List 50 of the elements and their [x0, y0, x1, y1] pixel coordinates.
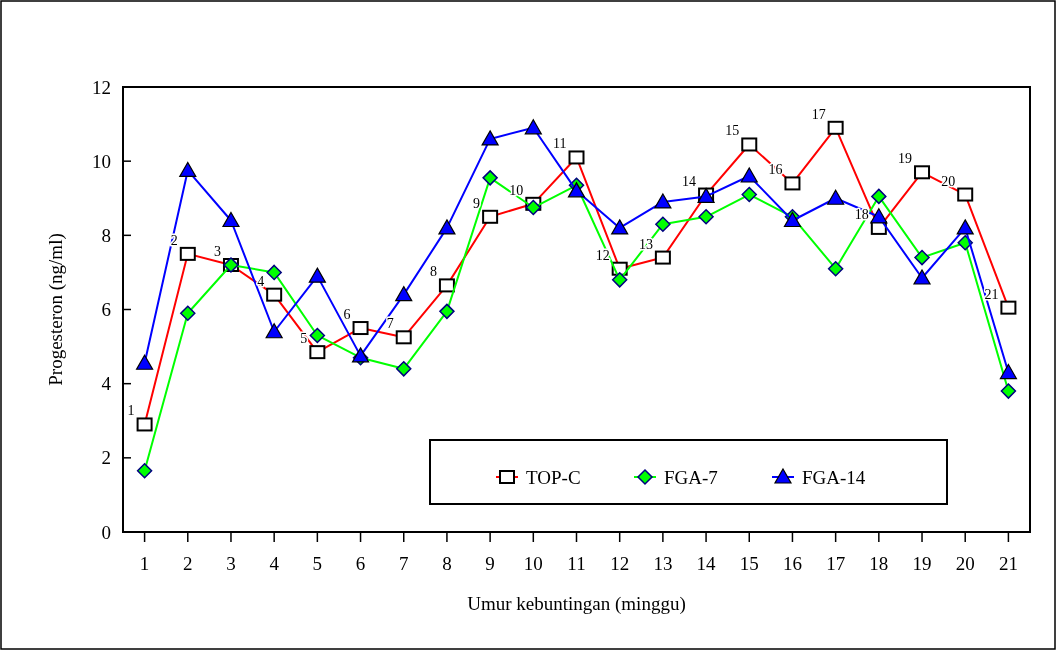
x-tick-label: 18 [869, 553, 889, 574]
legend-label: FGA-7 [664, 466, 718, 488]
x-tick-label: 16 [782, 553, 802, 574]
annotation: 14 [682, 173, 697, 189]
y-tick-label: 2 [101, 447, 111, 469]
x-tick-label: 13 [653, 553, 673, 574]
x-tick-label: 7 [398, 553, 409, 574]
annotation: 8 [429, 264, 437, 280]
x-tick-label: 9 [485, 553, 495, 574]
y-axis-title: Progesteron (ng/ml) [45, 233, 67, 386]
x-tick-label: 19 [912, 553, 932, 574]
y-tick-label: 4 [101, 373, 112, 395]
annotation: 10 [509, 182, 524, 198]
y-tick-label: 8 [101, 224, 111, 246]
annotation: 21 [984, 286, 999, 302]
x-tick-label: 14 [696, 553, 717, 574]
y-tick-label: 12 [92, 76, 111, 98]
annotation: 4 [257, 273, 265, 289]
annotation: 3 [213, 244, 221, 259]
x-tick-label: 3 [226, 553, 236, 574]
x-tick-label: 5 [312, 553, 323, 574]
annotation: 12 [595, 247, 610, 263]
x-tick-label: 6 [355, 553, 366, 574]
legend-label: TOP-C [526, 466, 581, 488]
x-tick-label: 4 [269, 553, 280, 574]
legend-label: FGA-14 [802, 466, 866, 488]
annotation: 9 [473, 195, 481, 211]
x-axis-title: Umur kebuntingan (minggu) [467, 593, 686, 615]
x-tick-label: 11 [567, 553, 586, 574]
y-tick-label: 10 [92, 150, 111, 172]
annotation: 20 [941, 173, 956, 189]
annotation: 7 [386, 316, 394, 332]
x-tick-label: 8 [442, 553, 452, 574]
annotation: 11 [553, 136, 567, 152]
y-tick-label: 6 [101, 299, 111, 321]
x-tick-label: 15 [739, 553, 759, 574]
annotation: 17 [811, 106, 826, 122]
annotation: 1 [127, 403, 135, 419]
annotation: 5 [300, 331, 308, 347]
annotation: 15 [725, 123, 740, 139]
x-tick-label: 10 [523, 553, 543, 574]
annotation: 6 [343, 307, 351, 323]
y-tick-label: 0 [101, 521, 111, 543]
annotation: 19 [898, 151, 913, 167]
x-tick-label: 12 [610, 553, 630, 574]
x-tick-label: 2 [183, 553, 193, 574]
x-tick-label: 20 [955, 553, 975, 574]
x-tick-label: 1 [139, 553, 150, 574]
x-tick-label: 17 [826, 553, 846, 574]
x-tick-label: 21 [998, 553, 1018, 574]
